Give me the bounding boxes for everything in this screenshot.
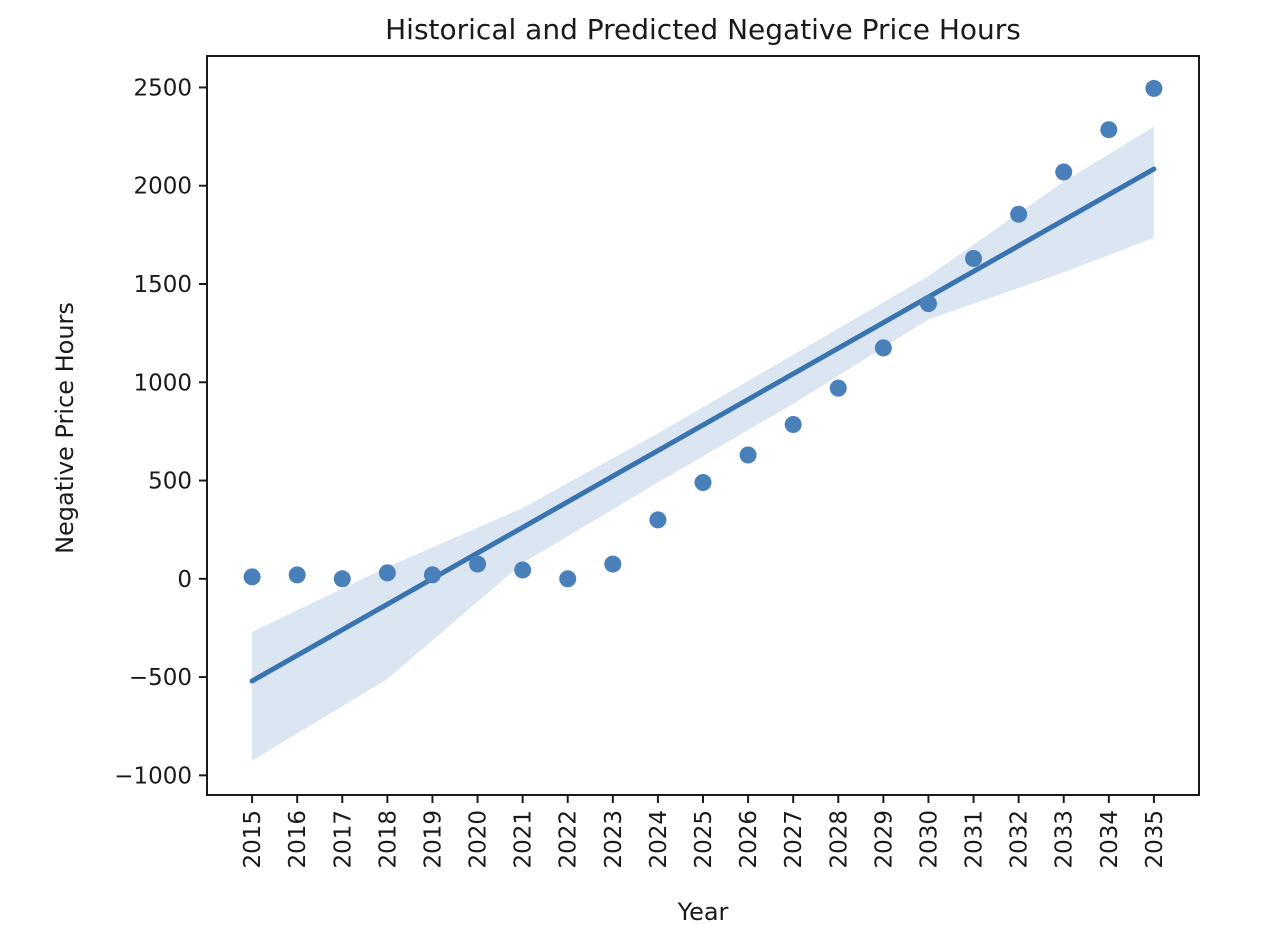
x-tick-label: 2023 bbox=[601, 810, 627, 869]
y-tick-label: −1000 bbox=[114, 763, 192, 789]
x-tick-label: 2019 bbox=[420, 810, 446, 869]
data-point-2022 bbox=[559, 570, 577, 588]
data-point-2026 bbox=[739, 446, 757, 464]
confidence-band-layer bbox=[252, 126, 1154, 761]
data-point-2019 bbox=[423, 566, 441, 584]
data-point-2023 bbox=[604, 555, 622, 573]
y-tick-label: 500 bbox=[148, 469, 192, 495]
x-tick-label: 2026 bbox=[736, 810, 762, 869]
x-tick-label: 2030 bbox=[916, 810, 942, 869]
x-tick-label: 2022 bbox=[556, 810, 582, 869]
y-tick-label: 0 bbox=[177, 567, 192, 593]
x-tick-label: 2020 bbox=[466, 810, 492, 869]
data-point-2017 bbox=[333, 570, 351, 588]
data-point-2029 bbox=[874, 339, 892, 357]
regression-line bbox=[249, 166, 1157, 684]
data-point-2031 bbox=[965, 249, 983, 267]
y-tick-label: −500 bbox=[129, 665, 192, 691]
x-tick-label: 2021 bbox=[511, 810, 537, 869]
data-point-2033 bbox=[1055, 163, 1073, 181]
data-point-2018 bbox=[378, 564, 396, 582]
x-tick-label: 2017 bbox=[330, 810, 356, 869]
chart-title: Historical and Predicted Negative Price … bbox=[385, 13, 1021, 46]
data-points-layer bbox=[243, 79, 1163, 588]
y-axis-title: Negative Price Hours bbox=[51, 302, 79, 554]
x-axis-title: Year bbox=[677, 898, 729, 926]
data-point-2035 bbox=[1145, 79, 1163, 97]
x-tick-label: 2034 bbox=[1097, 810, 1123, 869]
x-tick-label: 2029 bbox=[871, 810, 897, 869]
data-point-2025 bbox=[694, 473, 712, 491]
x-tick-label: 2015 bbox=[240, 810, 266, 869]
data-point-2030 bbox=[919, 295, 937, 313]
data-point-2016 bbox=[288, 566, 306, 584]
data-point-2027 bbox=[784, 416, 802, 434]
x-tick-label: 2028 bbox=[826, 810, 852, 869]
x-tick-label: 2025 bbox=[691, 810, 717, 869]
x-tick-label: 2018 bbox=[375, 810, 401, 869]
data-point-2024 bbox=[649, 511, 667, 529]
y-tick-label: 1500 bbox=[133, 272, 192, 298]
x-tick-label: 2027 bbox=[781, 810, 807, 869]
regression-line-layer bbox=[249, 166, 1157, 684]
data-point-2032 bbox=[1010, 205, 1028, 223]
data-point-2034 bbox=[1100, 121, 1118, 139]
y-axis: −1000 −500 0 500 1000 1500 2000 2500 bbox=[114, 75, 207, 789]
x-tick-label: 2016 bbox=[285, 810, 311, 869]
data-point-2021 bbox=[514, 561, 532, 579]
y-tick-label: 2500 bbox=[133, 75, 192, 101]
x-tick-label: 2024 bbox=[646, 810, 672, 869]
x-tick-label: 2033 bbox=[1052, 810, 1078, 869]
x-tick-label: 2032 bbox=[1007, 810, 1033, 869]
data-point-2028 bbox=[829, 379, 847, 397]
x-tick-label: 2035 bbox=[1142, 810, 1168, 869]
y-tick-label: 1000 bbox=[133, 370, 192, 396]
y-tick-label: 2000 bbox=[133, 174, 192, 200]
data-point-2020 bbox=[469, 555, 487, 573]
x-tick-label: 2031 bbox=[962, 810, 988, 869]
data-point-2015 bbox=[243, 568, 261, 586]
x-axis: 2015 2016 2017 2018 2019 2020 2021 2022 2023 2024… bbox=[240, 795, 1168, 869]
confidence-band bbox=[252, 126, 1154, 761]
